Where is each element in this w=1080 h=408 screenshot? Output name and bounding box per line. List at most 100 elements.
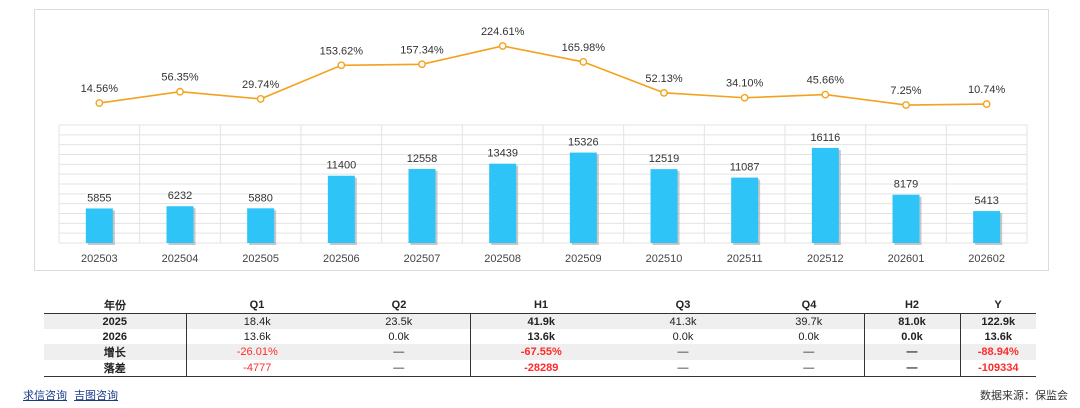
table-cell: -88.94%	[960, 344, 1036, 360]
chart-frame: 5855 202503 6232 202504 5880 202505 11400 20250…	[34, 9, 1049, 271]
table-cell: —	[864, 344, 961, 360]
x-tick-label: 202511	[727, 253, 763, 265]
summary-table: 年份 Q1 Q2 H1 Q3 Q4 H2 Y 2025 18.4k 23.5k …	[44, 297, 1036, 377]
table-cell: —	[328, 360, 471, 377]
bar-label: 16116	[810, 132, 840, 144]
header-q1: Q1	[186, 297, 328, 314]
bar-label: 11400	[326, 160, 356, 172]
link-qiuxin-consulting[interactable]: 求信咨询	[23, 390, 67, 402]
line-label: 153.62%	[320, 45, 364, 57]
table-row: 增长 -26.01% — -67.55% — — — -88.94%	[44, 344, 1036, 360]
x-tick-label: 202510	[646, 253, 683, 265]
bar-label: 6232	[168, 190, 192, 202]
footer-links: 求信咨询 吉图咨询	[23, 387, 122, 403]
combo-chart: 5855 202503 6232 202504 5880 202505 11400 20250…	[58, 26, 1028, 265]
bar	[85, 208, 113, 243]
table-cell: 23.5k	[328, 313, 471, 329]
bar-label: 5880	[248, 192, 272, 204]
x-tick-label: 202512	[807, 253, 844, 265]
table-cell: —	[328, 344, 471, 360]
header-year: 年份	[44, 297, 186, 314]
line-point	[337, 61, 346, 70]
header-q4: Q4	[754, 297, 864, 314]
line-point	[902, 101, 910, 109]
x-tick-label: 202509	[565, 253, 602, 265]
line-label: 45.66%	[807, 75, 845, 87]
line-point	[660, 88, 668, 97]
table-cell: -109334	[960, 360, 1036, 377]
table-cell: -4777	[186, 360, 328, 377]
line-label: 14.56%	[81, 83, 119, 95]
bar-label: 12558	[407, 153, 438, 165]
header-h2: H2	[864, 297, 960, 314]
bar	[892, 194, 920, 243]
table-header-row: 年份 Q1 Q2 H1 Q3 Q4 H2 Y	[44, 297, 1036, 314]
bar	[811, 147, 839, 243]
x-tick-label: 202504	[162, 253, 199, 265]
line-label: 157.34%	[400, 44, 444, 56]
table-cell: 13.6k	[527, 330, 556, 343]
table-cell: -28289	[470, 360, 612, 377]
table-cell: —	[754, 360, 865, 377]
line-series	[99, 45, 987, 106]
table-cell: 0.0k	[754, 329, 865, 344]
line-label: 56.35%	[161, 72, 199, 84]
x-tick-label: 202505	[242, 253, 279, 265]
table-row: 2025 18.4k 23.5k 41.9k 41.3k 39.7k 81.0k…	[44, 313, 1036, 329]
table-cell: 13.6k	[243, 330, 271, 343]
header-q2: Q2	[328, 297, 470, 314]
bar	[327, 175, 355, 243]
table-cell: —	[612, 360, 754, 377]
bar	[973, 211, 1001, 243]
bar	[408, 168, 436, 243]
x-tick-label: 202601	[888, 253, 925, 265]
bar	[166, 206, 194, 243]
line-point	[256, 95, 265, 103]
bar-label: 13439	[487, 148, 518, 160]
line-point	[579, 58, 588, 66]
line-point	[982, 100, 991, 108]
line-point	[418, 60, 426, 69]
row-label: 增长	[44, 344, 187, 360]
line-label: 224.61%	[481, 26, 525, 38]
line-label: 10.74%	[968, 84, 1006, 96]
bar-label: 12519	[649, 153, 680, 165]
table-cell: 0.0k	[672, 330, 694, 343]
bar-label: 11087	[730, 162, 760, 174]
line-point	[176, 87, 184, 96]
line-label: 165.98%	[562, 42, 606, 54]
line-label: 29.74%	[242, 79, 280, 91]
table-cell: -26.01%	[186, 344, 328, 360]
bar	[569, 152, 597, 243]
x-tick-label: 202507	[404, 253, 441, 265]
table-cell: 18.4k	[186, 313, 328, 329]
header-y: Y	[960, 297, 1036, 314]
table-cell: 39.7k	[754, 313, 865, 329]
data-source: 数据来源：保监会	[980, 390, 1068, 402]
line-point	[498, 42, 507, 50]
x-tick-label: 202602	[968, 253, 1005, 265]
table-cell: 41.9k	[470, 313, 612, 329]
bar	[731, 177, 759, 243]
x-tick-label: 202506	[323, 253, 360, 265]
table-cell: —	[864, 360, 961, 377]
table-cell: 0.0k	[328, 329, 471, 344]
table-cell: 122.9k	[960, 313, 1036, 329]
table-row: 2026 13.6k 0.0k 13.6k 0.0k 0.0k 0.0k 13.…	[44, 329, 1036, 344]
table-cell: —	[612, 344, 754, 360]
table-cell: 41.3k	[612, 313, 754, 329]
bar-label: 15326	[568, 137, 599, 149]
table-cell: 81.0k	[864, 313, 961, 329]
bar-label: 8179	[894, 179, 918, 191]
line-point	[95, 99, 104, 107]
header-h1: H1	[470, 297, 612, 314]
table-row: 落差 -4777 — -28289 — — — -109334	[44, 360, 1036, 377]
bar-label: 5855	[87, 192, 111, 204]
x-tick-label: 202503	[81, 253, 118, 265]
line-label: 34.10%	[726, 78, 764, 90]
bar	[489, 163, 517, 243]
table-cell: —	[754, 344, 865, 360]
link-jitu-consulting[interactable]: 吉图咨询	[74, 390, 119, 402]
table-cell: 13.6k	[984, 330, 1013, 343]
row-label: 2026	[44, 329, 187, 344]
